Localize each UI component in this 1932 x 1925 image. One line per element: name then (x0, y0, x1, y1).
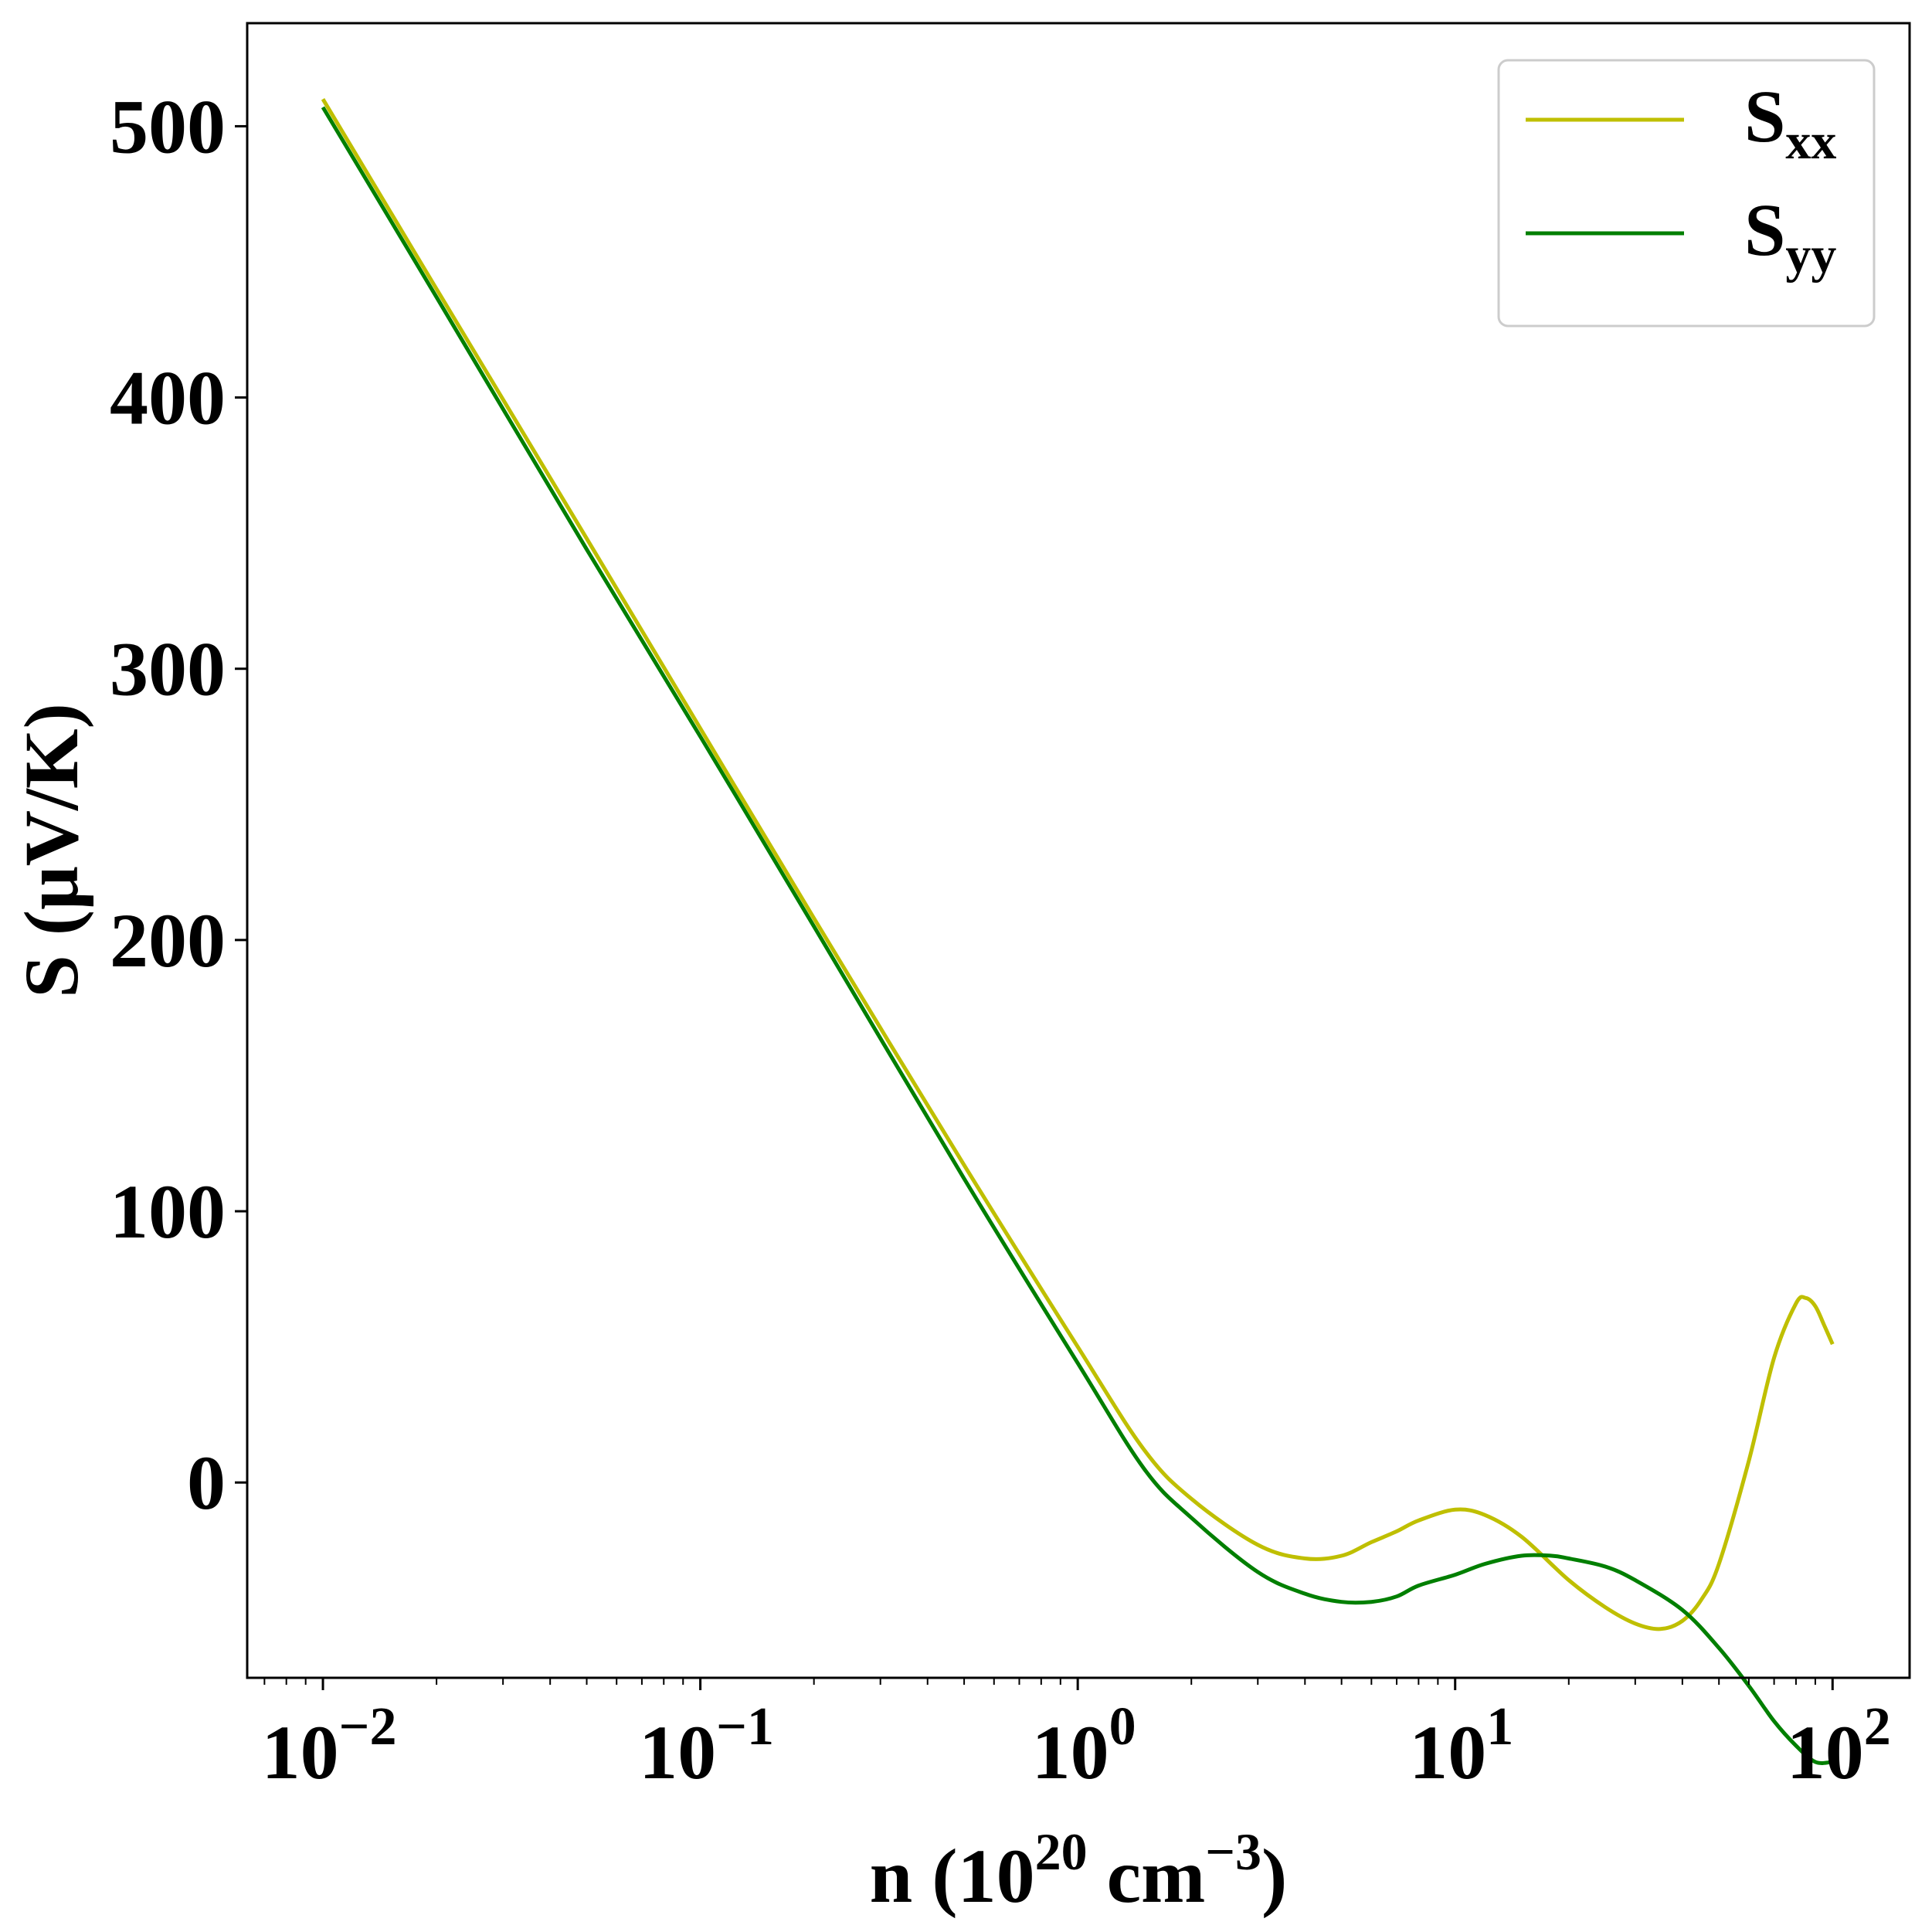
legend-label-syy-main: S (1744, 188, 1785, 271)
legend-label-sxx-sub: xx (1785, 114, 1836, 170)
x-axis-label-mid: cm (1088, 1833, 1206, 1919)
x-tick-label: 101 (1409, 1697, 1513, 1795)
x-tick-label: 10−2 (262, 1697, 397, 1795)
legend-label-syy: Syy (1744, 188, 1836, 283)
x-tick-label: 102 (1787, 1697, 1891, 1795)
y-tick-label: 500 (110, 83, 226, 169)
y-tick-label: 200 (110, 898, 226, 983)
x-axis-label-sup1: 20 (1035, 1822, 1088, 1881)
y-tick-label: 400 (110, 355, 226, 441)
x-axis-label: n (1020 cm−3) (870, 1822, 1288, 1919)
y-axis-label: S (μV/K) (8, 703, 94, 998)
legend-label-syy-sub: yy (1785, 227, 1836, 283)
y-tick-label: 300 (110, 626, 226, 712)
x-axis-label-end: ) (1261, 1833, 1287, 1919)
series-line-syy (321, 106, 1833, 1765)
legend-box (1497, 59, 1876, 328)
x-tick-label: 100 (1032, 1697, 1136, 1795)
legend-label-sxx: Sxx (1744, 75, 1836, 170)
legend: Sxx Syy (1497, 59, 1876, 328)
series-line-sxx (321, 98, 1835, 1631)
y-tick-label: 0 (187, 1440, 226, 1526)
x-axis-label-sup2: −3 (1205, 1822, 1261, 1881)
x-axis-label-base: n (10 (870, 1833, 1035, 1919)
y-tick-label: 100 (110, 1169, 226, 1254)
legend-label-sxx-main: S (1744, 75, 1785, 158)
x-tick-label: 10−1 (639, 1697, 774, 1795)
plot-area (321, 98, 1835, 1765)
axis-ticks: 0 100 200 300 400 500 10−2 10−1 100 101 102 (110, 83, 1891, 1795)
